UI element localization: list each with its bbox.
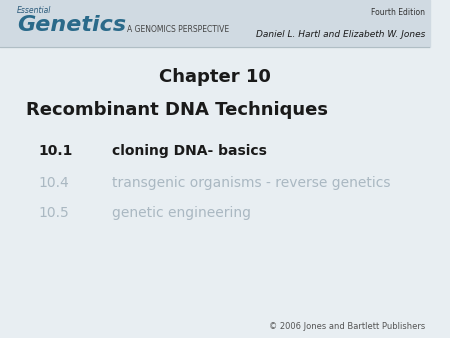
Text: cloning DNA- basics: cloning DNA- basics xyxy=(112,144,266,158)
Text: genetic engineering: genetic engineering xyxy=(112,206,251,220)
Text: A GENOMICS PERSPECTIVE: A GENOMICS PERSPECTIVE xyxy=(127,25,229,34)
Text: transgenic organisms - reverse genetics: transgenic organisms - reverse genetics xyxy=(112,176,390,190)
Text: 10.4: 10.4 xyxy=(39,176,69,190)
Text: Fourth Edition: Fourth Edition xyxy=(371,8,425,18)
Text: 10.1: 10.1 xyxy=(39,144,73,158)
Text: © 2006 Jones and Bartlett Publishers: © 2006 Jones and Bartlett Publishers xyxy=(269,322,425,331)
Bar xyxy=(0,0,430,47)
Text: Essential: Essential xyxy=(17,6,52,15)
Text: Daniel L. Hartl and Elizabeth W. Jones: Daniel L. Hartl and Elizabeth W. Jones xyxy=(256,30,425,40)
Text: Recombinant DNA Techniques: Recombinant DNA Techniques xyxy=(26,101,328,119)
Text: Genetics: Genetics xyxy=(17,16,126,35)
Text: Chapter 10: Chapter 10 xyxy=(159,68,271,86)
Text: 10.5: 10.5 xyxy=(39,206,69,220)
